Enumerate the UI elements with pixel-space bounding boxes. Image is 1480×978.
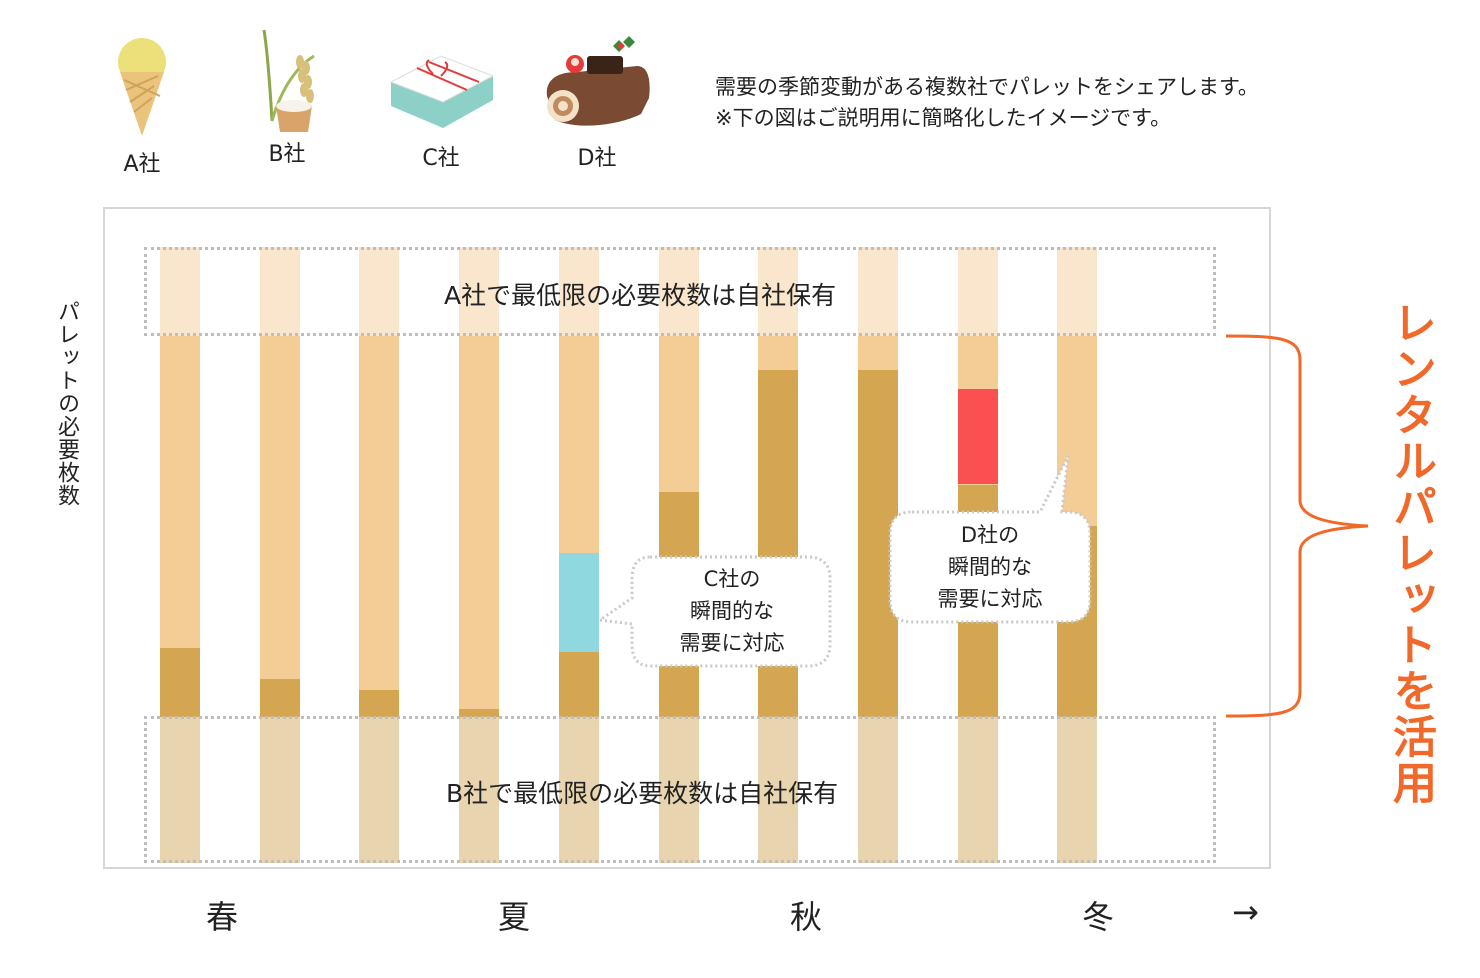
bar-7-rental-light [758,336,798,370]
company-c: C社 [381,34,501,172]
bar-7-bottom-zone [758,717,798,863]
bar-5-spike-c [559,553,599,652]
bar-1-rental-light [160,336,200,648]
bottom-zone-box [144,716,1216,863]
season-autumn: 秋 [790,898,823,936]
callout-d-line-2: 瞬間的な [948,555,1032,579]
callout-c-line-2: 瞬間的な [690,599,774,623]
bar-5-bottom-zone [559,717,599,863]
callout-c-bubble [595,555,832,668]
gift-box-icon [389,55,495,128]
bar-6-top-zone [659,247,699,336]
callout-c-text: C社の 瞬間的な 需要に対応 [634,563,830,659]
bar-2-bottom-zone [260,717,300,863]
bar-8-top-zone [858,247,898,336]
ice-cream-icon [118,38,166,136]
callout-d-text: D社の 瞬間的な 需要に対応 [892,519,1088,615]
description: 需要の季節変動がある複数社でパレットをシェアします。 ※下の図はご説明用に簡略化… [715,72,1259,134]
bar-5-top-zone [559,247,599,336]
bar-4-rental-light [459,336,499,709]
bottom-zone-label: B社で最低限の必要枚数は自社保有 [446,779,839,808]
company-a-label: A社 [123,152,161,177]
y-axis-label: パレットの必要枚数 [54,300,79,507]
bar-2-top-zone [260,247,300,336]
season-winter: 冬 [1082,898,1115,936]
bar-3-rental-dark [359,690,399,717]
callout-c-line-3: 需要に対応 [679,631,785,655]
rice-icon [262,29,315,132]
bar-3-top-zone [359,247,399,336]
bar-3-bottom-zone [359,717,399,863]
callout-d-bubble [888,455,1092,624]
bar-1-bottom-zone [160,717,200,863]
bar-5-rental-dark [559,652,599,717]
bar-6-bottom-zone [659,717,699,863]
bar-8-bottom-zone [858,717,898,863]
rental-bracket [1225,334,1369,718]
bar-1-top-zone [160,247,200,336]
company-c-label: C社 [422,146,460,171]
callout-c-line-1: C社の [703,567,761,591]
description-line-2: ※下の図はご説明用に簡略化したイメージです。 [715,106,1172,130]
bar-9-spike-d [958,389,998,484]
bar-8-rental-light [858,336,898,370]
christmas-cake-icon [546,36,650,126]
description-line-1: 需要の季節変動がある複数社でパレットをシェアします。 [715,75,1259,99]
company-b-label: B社 [268,142,306,167]
bar-10-bottom-zone [1057,717,1097,863]
company-a: A社 [82,36,202,178]
bar-7-top-zone [758,247,798,336]
top-zone-label: A社で最低限の必要枚数は自社保有 [444,281,837,310]
callout-d-line-3: 需要に対応 [937,587,1043,611]
time-arrow: → [1232,893,1259,931]
bar-6-rental-light [659,336,699,492]
bar-9-top-zone [958,247,998,336]
season-summer: 夏 [498,898,531,936]
season-spring: 春 [206,898,239,936]
company-d-label: D社 [577,146,617,171]
diagram-frame [103,207,1271,869]
bar-10-top-zone [1057,247,1097,336]
bar-4-top-zone [459,247,499,336]
bar-4-rental-dark [459,709,499,717]
bar-4-bottom-zone [459,717,499,863]
company-d: D社 [537,34,657,172]
top-zone-box [144,247,1216,336]
bar-2-rental-dark [260,679,300,717]
rental-pallet-label: レンタルパレットを活用 [1385,300,1436,806]
bar-3-rental-light [359,336,399,690]
bar-1-rental-dark [160,648,200,717]
callout-d-line-1: D社の [960,523,1020,547]
company-b: B社 [227,26,347,168]
bar-9-bottom-zone [958,717,998,863]
bar-2-rental-light [260,336,300,679]
